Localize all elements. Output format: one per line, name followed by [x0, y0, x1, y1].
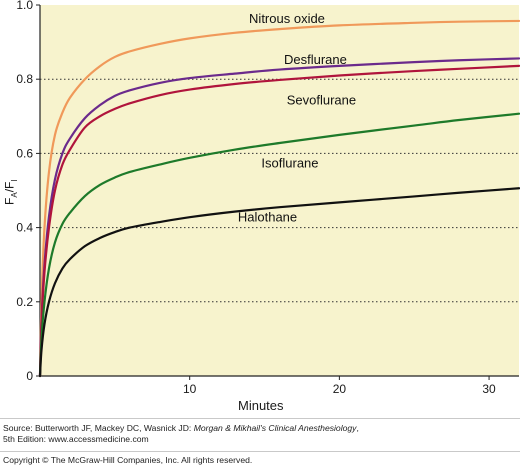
- series-line-halothane: [38, 187, 520, 378]
- chart: 0 0.2 0.4 0.6 0.8 1.0 10 20 30 Nitrous oxide Desfl…: [2, 0, 520, 413]
- series-label-isoflurane: Isoflurane: [261, 156, 318, 171]
- plot-background: [40, 5, 519, 376]
- series-label-halothane: Halothane: [238, 209, 297, 224]
- series-label-sevoflurane: Sevoflurane: [287, 93, 356, 108]
- x-tick-label: 20: [333, 382, 347, 396]
- source-prefix: Source: Butterworth JF, Mackey DC, Wasni…: [3, 423, 194, 433]
- series-line-sevoflurane: [38, 64, 520, 378]
- series-line-desflurane: [38, 57, 520, 378]
- y-tick-label: 0.2: [16, 295, 33, 309]
- series-label-desflurane: Desflurane: [284, 52, 347, 67]
- y-axis-label: FA/FI: [2, 179, 19, 205]
- series-line-nitrous-oxide: [38, 19, 520, 378]
- series-label-nitrous-oxide: Nitrous oxide: [249, 11, 325, 26]
- divider-top: [0, 418, 520, 419]
- source-edition: 5th Edition: www.accessmedicine.com: [3, 434, 149, 444]
- series-line-isoflurane: [38, 112, 520, 378]
- y-tick-label: 0.6: [16, 146, 33, 160]
- y-tick-label: 0.8: [16, 72, 33, 86]
- copyright: Copyright © The McGraw-Hill Companies, I…: [3, 455, 253, 465]
- x-axis-label: Minutes: [238, 398, 284, 413]
- y-tick-label: 0: [26, 369, 33, 383]
- source-title: Morgan & Mikhail's Clinical Anesthesiolo…: [193, 423, 357, 433]
- x-tick-label: 10: [183, 382, 197, 396]
- x-tick-label: 30: [482, 382, 496, 396]
- divider-bottom: [0, 451, 520, 452]
- y-tick-label: 1.0: [16, 0, 33, 12]
- source-suffix: ,: [356, 423, 359, 433]
- source-citation: Source: Butterworth JF, Mackey DC, Wasni…: [3, 423, 517, 445]
- y-tick-label: 0.4: [16, 221, 33, 235]
- chart-svg: 0 0.2 0.4 0.6 0.8 1.0 10 20 30 Nitrous oxide Desfl…: [16, 0, 520, 396]
